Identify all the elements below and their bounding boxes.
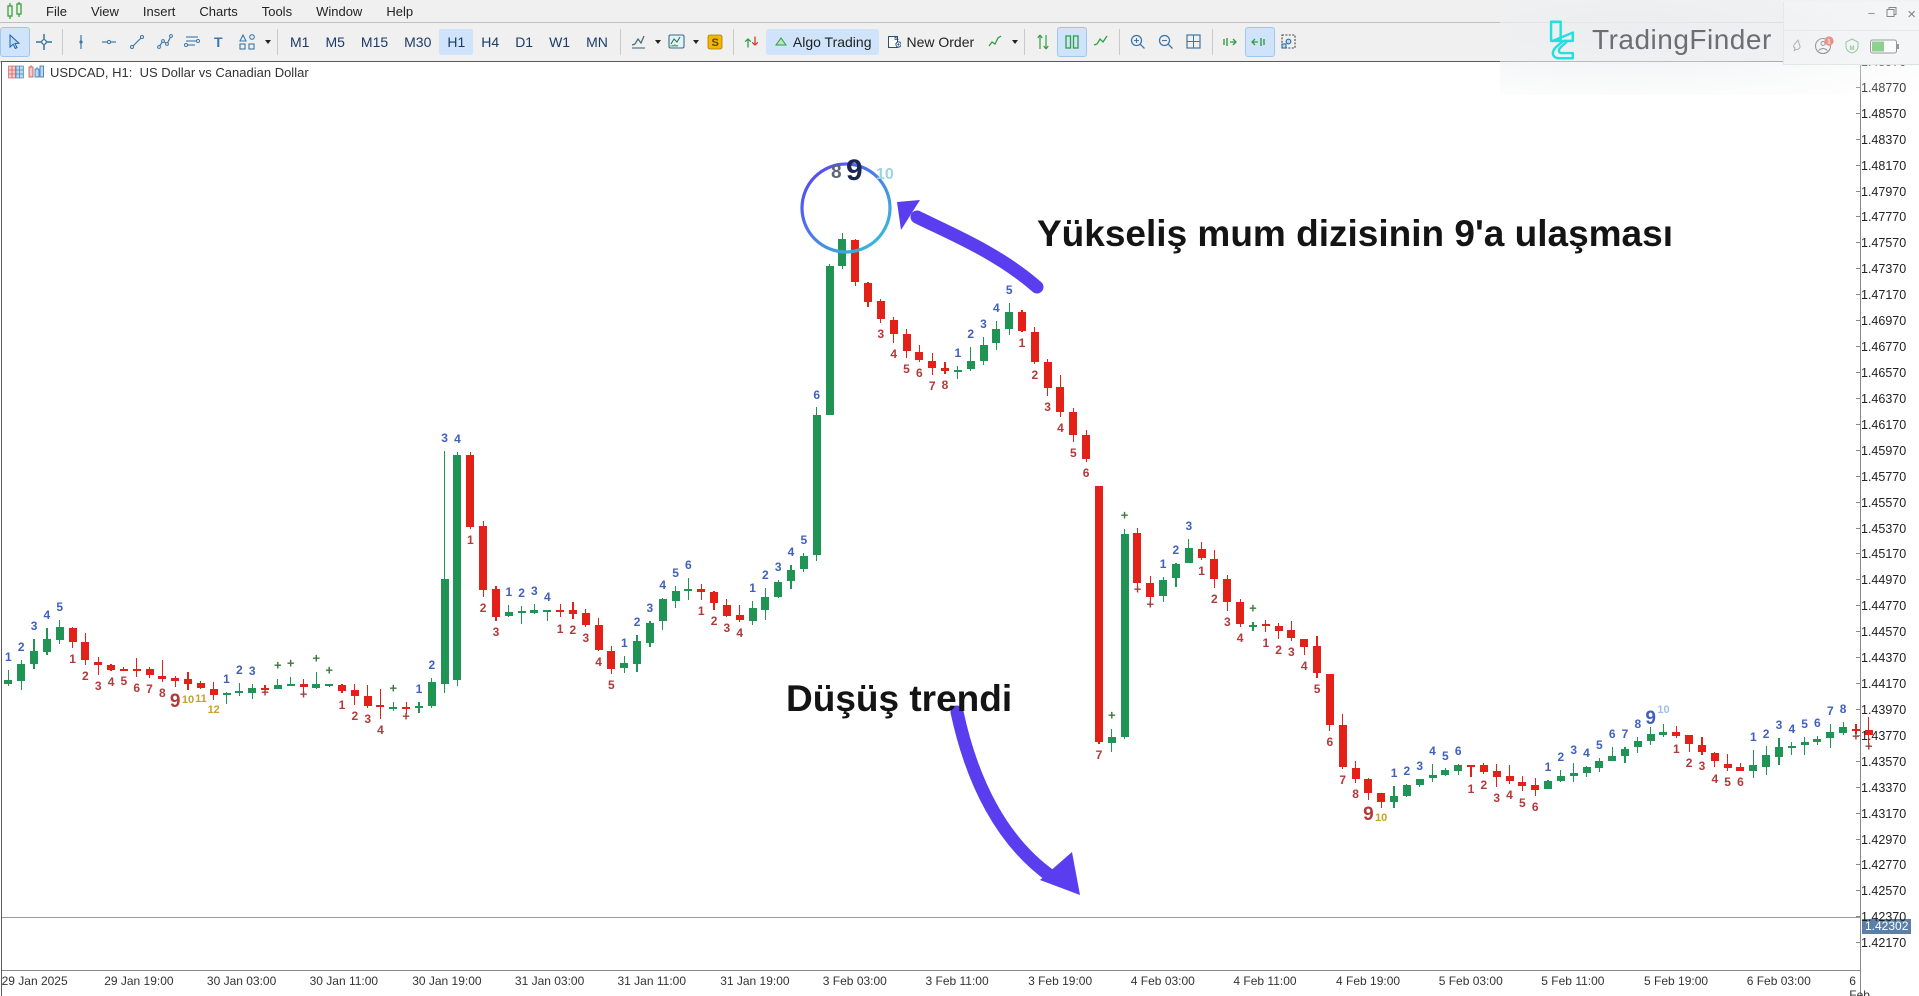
svg-text:T: T <box>214 34 223 50</box>
svg-text:S: S <box>711 37 718 49</box>
